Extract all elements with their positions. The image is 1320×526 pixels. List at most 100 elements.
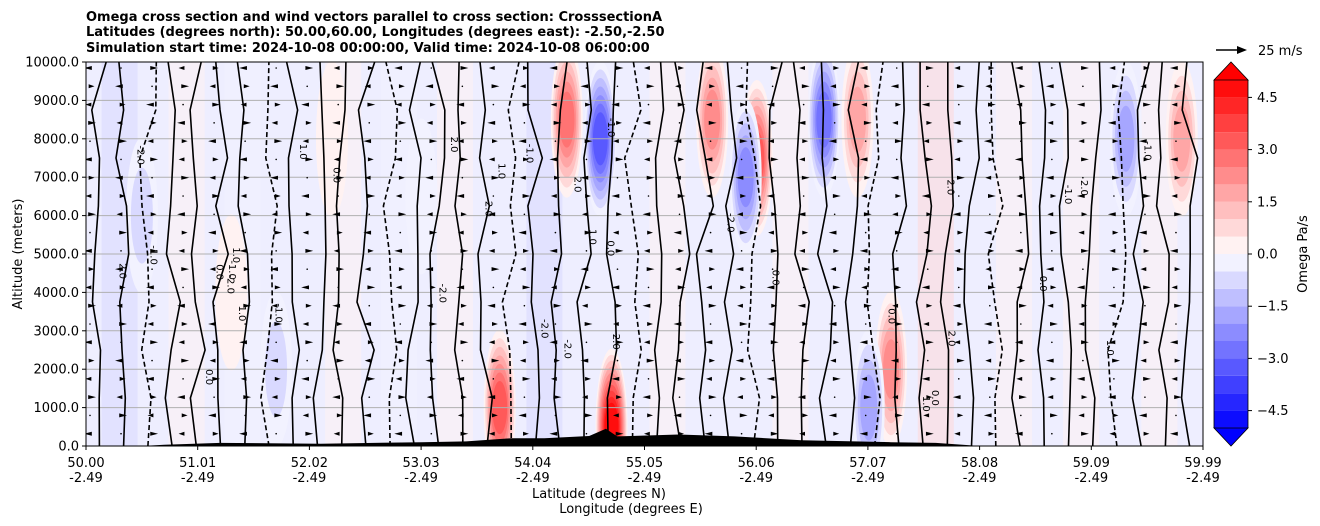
wind-vector-745 bbox=[1169, 248, 1178, 253]
contour-line-0 bbox=[90, 62, 107, 446]
wind-vector-83 bbox=[178, 431, 185, 436]
wind-vector-648 bbox=[1019, 395, 1027, 400]
wind-vector-614 bbox=[988, 157, 995, 162]
x-tick-lon-1: -2.49 bbox=[181, 471, 215, 486]
wind-vector-735 bbox=[1169, 66, 1178, 70]
x-axis: 50.00-2.4951.01-2.4952.02-2.4953.03-2.49… bbox=[67, 446, 1222, 486]
colorbar-extend-max bbox=[1213, 61, 1249, 81]
wind-vector-516 bbox=[832, 285, 841, 290]
wind-vector-297 bbox=[523, 122, 526, 124]
wind-vector-185 bbox=[337, 378, 340, 380]
wind-vector-208 bbox=[363, 413, 372, 418]
wind-vector-395 bbox=[647, 378, 650, 380]
wind-vector-736 bbox=[1174, 84, 1181, 89]
colorbar-level-18 bbox=[1214, 97, 1248, 115]
wind-vector-119 bbox=[244, 323, 246, 325]
wind-vector-69 bbox=[181, 175, 190, 180]
wind-vector-116 bbox=[243, 267, 250, 272]
wind-vector-45 bbox=[150, 120, 157, 125]
contour-line-31 bbox=[844, 62, 860, 446]
contour-label-11: -1.0 bbox=[605, 118, 616, 138]
wind-vector-56 bbox=[147, 322, 154, 326]
wind-vector-377 bbox=[615, 431, 624, 436]
wind-vector-142 bbox=[270, 358, 278, 363]
wind-vector-454 bbox=[737, 303, 743, 308]
wind-vector-360 bbox=[616, 120, 622, 125]
wind-vector-571 bbox=[923, 139, 930, 144]
contour-label-6: -1.0 bbox=[1062, 185, 1073, 205]
wind-vector-71 bbox=[177, 212, 185, 217]
wind-vector-452 bbox=[735, 267, 744, 272]
wind-vector-316 bbox=[554, 84, 560, 89]
wind-vector-277 bbox=[492, 139, 498, 144]
wind-vector-500 bbox=[802, 378, 805, 380]
wind-vector-39 bbox=[116, 395, 123, 400]
wind-vector-124 bbox=[244, 414, 246, 417]
wind-vector-338 bbox=[585, 102, 591, 107]
wind-vector-481 bbox=[768, 413, 774, 418]
wind-vector-134 bbox=[271, 212, 278, 217]
wind-vector-248 bbox=[429, 376, 436, 381]
contour-line-44 bbox=[1155, 62, 1170, 446]
wind-vector-543 bbox=[863, 395, 872, 400]
wind-vector-620 bbox=[985, 267, 992, 272]
x-tick-lat-10: 59.99 bbox=[1184, 456, 1221, 471]
wind-vector-643 bbox=[1019, 303, 1027, 308]
wind-vector-458 bbox=[740, 376, 747, 381]
contour-line-8 bbox=[285, 62, 301, 446]
title-line-2: Latitudes (degrees north): 50.00,60.00, … bbox=[86, 25, 665, 40]
wind-vector-482 bbox=[770, 431, 779, 436]
wind-vector-270 bbox=[460, 395, 467, 400]
wind-vector-553 bbox=[895, 194, 902, 198]
x-tick-lon-6: -2.49 bbox=[739, 471, 773, 486]
wind-vector-287 bbox=[492, 322, 498, 326]
wind-vector-420 bbox=[704, 66, 713, 70]
wind-vector-582 bbox=[925, 340, 934, 345]
wind-vector-357 bbox=[615, 66, 624, 70]
wind-vector-499 bbox=[801, 358, 810, 363]
wind-vector-612 bbox=[989, 122, 991, 124]
contour-label-23: -2.0 bbox=[134, 145, 145, 165]
wind-vector-82 bbox=[181, 413, 188, 418]
wind-vector-694 bbox=[1112, 84, 1120, 89]
wind-vector-176 bbox=[332, 212, 341, 217]
wind-vector-547 bbox=[890, 84, 899, 89]
wind-vector-588 bbox=[954, 66, 961, 70]
wind-vector-18 bbox=[88, 395, 96, 400]
wind-vector-213 bbox=[398, 120, 407, 125]
wind-vector-738 bbox=[1174, 120, 1182, 125]
wind-vector-541 bbox=[864, 358, 871, 363]
contour-label-9: 2.0 bbox=[946, 331, 957, 347]
wind-vector-214 bbox=[399, 140, 402, 142]
wind-vector-385 bbox=[647, 195, 650, 197]
quiver-key: 25 m/s bbox=[1216, 44, 1303, 59]
wind-vector-397 bbox=[647, 413, 653, 418]
wind-vector-229 bbox=[399, 414, 402, 417]
wind-vector-141 bbox=[275, 341, 277, 344]
wind-vector-619 bbox=[988, 248, 995, 253]
wind-vector-104 bbox=[212, 431, 219, 436]
wind-vector-605 bbox=[957, 378, 960, 380]
wind-vector-165 bbox=[305, 395, 312, 400]
wind-vector-201 bbox=[367, 285, 376, 290]
wind-vector-174 bbox=[336, 175, 345, 180]
wind-vector-460 bbox=[739, 413, 748, 418]
wind-vector-98 bbox=[208, 322, 216, 326]
wind-vector-222 bbox=[395, 285, 402, 290]
contour-label-27: 1.0 bbox=[1104, 340, 1115, 356]
wind-vector-279 bbox=[491, 175, 500, 180]
wind-vector-125 bbox=[239, 431, 247, 436]
x-tick-lat-1: 51.01 bbox=[179, 456, 216, 471]
contour-label-22: 1.0 bbox=[587, 229, 598, 245]
wind-vector-709 bbox=[1112, 358, 1120, 363]
wind-vector-177 bbox=[336, 230, 343, 235]
wind-vector-436 bbox=[709, 358, 716, 363]
wind-vector-508 bbox=[828, 139, 837, 144]
wind-vector-407 bbox=[678, 213, 681, 216]
wind-vector-415 bbox=[675, 358, 681, 363]
wind-vector-247 bbox=[425, 358, 434, 363]
contour-line-1 bbox=[115, 62, 130, 446]
wind-vector-84 bbox=[212, 66, 219, 70]
wind-vector-554 bbox=[892, 212, 899, 217]
title-line-3: Simulation start time: 2024-10-08 00:00:… bbox=[86, 41, 650, 56]
